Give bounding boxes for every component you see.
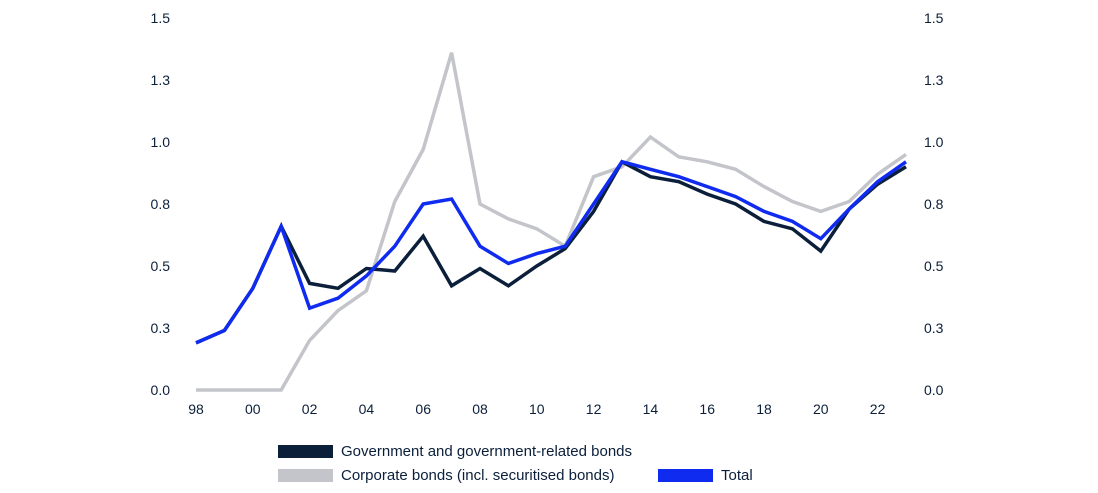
y-tick-label-right: 0.3 xyxy=(924,320,944,336)
legend-swatch-corporate xyxy=(278,469,333,482)
y-axis-left: 0.0 0.3 0.5 0.8 1.0 1.3 1.5 xyxy=(151,10,171,398)
x-axis: 98 00 02 04 06 08 10 12 14 16 18 20 22 xyxy=(188,401,885,417)
legend-item-total: Total xyxy=(658,467,753,484)
x-tick-label: 02 xyxy=(302,401,318,417)
series-line-corporate xyxy=(196,52,908,392)
x-tick-label: 10 xyxy=(529,401,545,417)
x-tick-label: 08 xyxy=(472,401,488,417)
y-tick-label-left: 1.0 xyxy=(151,134,171,150)
y-tick-label-left: 0.0 xyxy=(151,382,171,398)
legend-swatch-total xyxy=(658,469,713,482)
x-tick-label: 18 xyxy=(756,401,772,417)
y-tick-label-right: 0.5 xyxy=(924,258,944,274)
y-tick-label-right: 0.0 xyxy=(924,382,944,398)
y-axis-right: 0.0 0.3 0.5 0.8 1.0 1.3 1.5 xyxy=(924,10,944,398)
y-tick-label-right: 1.3 xyxy=(924,72,944,88)
legend-label-total: Total xyxy=(721,467,753,484)
x-tick-label: 16 xyxy=(699,401,715,417)
series-lines xyxy=(195,52,908,392)
x-tick-label: 04 xyxy=(359,401,375,417)
x-tick-label: 98 xyxy=(188,401,204,417)
x-tick-label: 00 xyxy=(245,401,261,417)
x-tick-label: 14 xyxy=(643,401,659,417)
legend-swatch-government xyxy=(278,445,333,458)
y-tick-label-left: 0.8 xyxy=(151,196,171,212)
y-tick-label-right: 0.8 xyxy=(924,196,944,212)
legend-item-government: Government and government-related bonds xyxy=(278,443,632,460)
y-tick-label-right: 1.0 xyxy=(924,134,944,150)
y-tick-label-right: 1.5 xyxy=(924,10,944,26)
x-tick-label: 22 xyxy=(870,401,886,417)
legend-label-government: Government and government-related bonds xyxy=(341,443,633,460)
series-line-government xyxy=(195,159,907,345)
line-chart: 0.0 0.3 0.5 0.8 1.0 1.3 1.5 0.0 0.3 0.5 0.8 1.0 1.3… xyxy=(151,10,944,417)
y-tick-label-left: 1.3 xyxy=(151,72,171,88)
series-line-total xyxy=(195,159,908,345)
x-tick-label: 12 xyxy=(586,401,602,417)
y-tick-label-left: 0.3 xyxy=(151,320,171,336)
y-tick-label-left: 1.5 xyxy=(151,10,171,26)
x-tick-label: 20 xyxy=(813,401,829,417)
legend-label-corporate: Corporate bonds (incl. securitised bonds… xyxy=(341,467,615,484)
y-tick-label-left: 0.5 xyxy=(151,258,171,274)
x-tick-label: 06 xyxy=(415,401,431,417)
legend-item-corporate: Corporate bonds (incl. securitised bonds… xyxy=(278,467,614,484)
